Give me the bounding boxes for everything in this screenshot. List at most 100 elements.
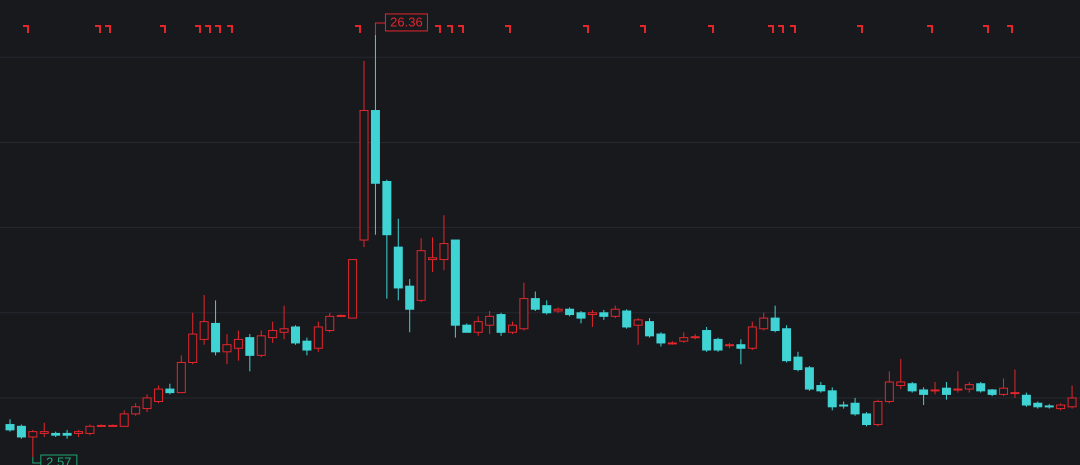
candle-body [690, 336, 700, 339]
candle-body [953, 388, 963, 391]
candle-body [622, 310, 632, 328]
event-flag [227, 25, 233, 33]
candle-body [1033, 402, 1043, 408]
event-flag [983, 25, 989, 33]
candle-body [393, 246, 403, 289]
candle-body [279, 328, 289, 333]
candle-body [907, 383, 917, 392]
candle-body [188, 333, 198, 363]
candle-body [507, 324, 517, 333]
candle-body [1010, 392, 1020, 395]
candle-body [370, 110, 380, 184]
candle-body [108, 424, 118, 427]
candle-body [724, 344, 734, 347]
candle-body [51, 432, 61, 436]
high-label-box [384, 13, 428, 32]
event-flag [640, 25, 646, 33]
event-flag [790, 25, 796, 33]
candle-body [793, 356, 803, 371]
event-flag [23, 25, 29, 33]
candle-body [176, 361, 186, 394]
candle-body [519, 298, 529, 330]
candle-body [599, 312, 609, 317]
candle-body [804, 367, 814, 390]
candle-body [450, 239, 460, 326]
candle-body [473, 321, 483, 333]
event-flag [708, 25, 714, 33]
event-flag [215, 25, 221, 33]
candle-body [142, 397, 152, 410]
candle-body [268, 330, 278, 339]
candle-body [633, 319, 643, 326]
candle-body [553, 308, 563, 312]
candle-body [576, 312, 586, 319]
candle-body [96, 424, 106, 427]
candle-body [348, 259, 358, 319]
candle-body [1021, 394, 1031, 406]
candle-body [1067, 397, 1077, 408]
candle-body [496, 314, 506, 333]
event-flag [1007, 25, 1013, 33]
candle-body [976, 383, 986, 392]
event-flag [355, 25, 361, 33]
candle-body [291, 326, 300, 344]
event-flag [435, 25, 441, 33]
event-flag [205, 25, 211, 33]
candle-body [336, 314, 346, 317]
high-label: 26.36 [390, 14, 423, 29]
event-flag [583, 25, 589, 33]
candle-body [702, 330, 712, 351]
candle-body [827, 390, 837, 408]
candle-body [530, 298, 540, 310]
candle-body [999, 387, 1009, 395]
candle-body [85, 425, 95, 434]
candle-body [222, 344, 232, 353]
candle-body [816, 385, 826, 392]
candle-body [987, 389, 997, 395]
event-flag [927, 25, 933, 33]
candle-body [245, 337, 255, 356]
candle-body [28, 431, 38, 438]
candle-body [256, 335, 266, 356]
candle-body [39, 431, 49, 434]
candle-body [542, 305, 552, 314]
candle-body [439, 243, 449, 261]
event-flag [505, 25, 511, 33]
candle-body [462, 324, 472, 333]
low-label-box [40, 454, 78, 465]
candle-body [359, 110, 369, 241]
candle-body [62, 432, 72, 436]
candle-body [233, 338, 243, 349]
candle-body [382, 180, 392, 236]
candle-body [610, 308, 620, 317]
candle-body [325, 315, 335, 332]
candle-body [5, 424, 15, 431]
event-flag [458, 25, 464, 33]
candle-body [165, 388, 175, 394]
candle-body [119, 413, 129, 427]
candle-body [873, 400, 883, 426]
candle-body [1056, 404, 1066, 410]
candle-body [405, 285, 415, 310]
candle-body [782, 328, 792, 362]
candle-body [74, 431, 84, 434]
candle-body [667, 342, 677, 345]
candle-body [199, 321, 209, 340]
candle-body [850, 402, 860, 415]
candle-body [416, 250, 426, 301]
candle-body [313, 326, 323, 349]
candle-body [1044, 405, 1054, 408]
candle-body [713, 338, 723, 351]
event-flag [160, 25, 166, 33]
candle-body [16, 425, 26, 438]
candle-body [747, 326, 757, 349]
candle-body [862, 413, 871, 426]
event-flag [857, 25, 863, 33]
candle-body [884, 381, 894, 402]
event-flag [105, 25, 111, 33]
candle-body [645, 321, 655, 337]
candle-body [565, 308, 575, 316]
high-connector [374, 22, 386, 35]
event-flag [95, 25, 101, 33]
